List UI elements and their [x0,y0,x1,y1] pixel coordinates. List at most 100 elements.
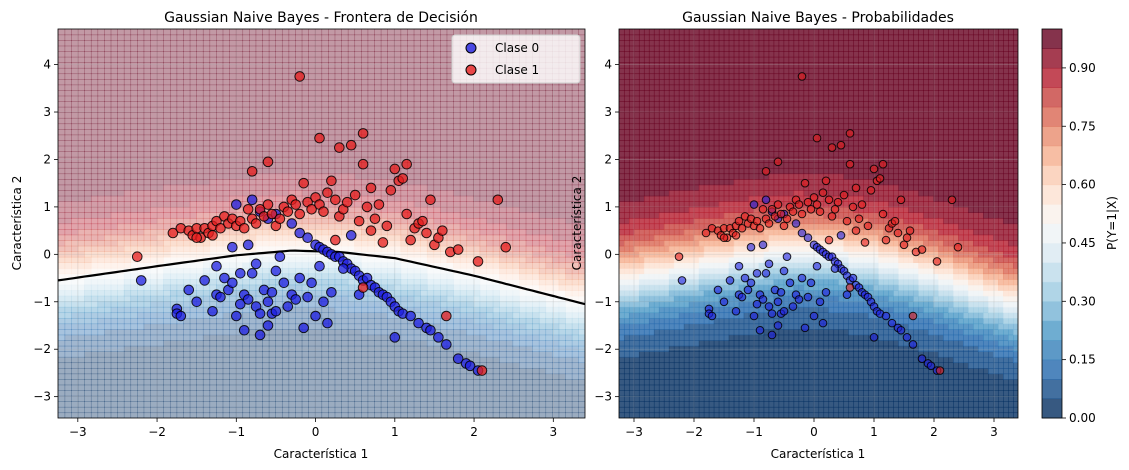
probability-cell [308,79,316,86]
probability-cell [77,140,85,147]
probability-cell [334,367,342,375]
probability-cell [255,67,263,75]
probability-cell [163,151,171,158]
probability-cell [295,340,303,347]
probability-cell [433,56,441,63]
probability-cell [183,373,191,380]
probability-cell [189,84,197,91]
probability-cell [400,112,408,119]
probability-cell [433,406,441,414]
probability-cell [209,140,217,147]
probability-cell [143,51,151,58]
probability-cell [137,173,145,180]
probability-cell [249,412,257,418]
probability-cell [367,301,375,308]
probability-cell [97,140,105,147]
probability-cell [130,151,138,158]
probability-cell [229,351,237,358]
probability-cell [308,217,316,225]
probability-cell [71,256,79,263]
probability-cell [163,190,171,197]
probability-cell [301,406,309,414]
probability-cell [71,134,79,141]
probability-cell [71,390,79,397]
probability-cell [361,329,369,336]
probability-cell [367,329,375,336]
probability-cell [249,134,257,141]
probability-cell [71,95,79,102]
probability-cell [367,179,375,186]
probability-cell [104,140,112,147]
probability-cell [288,79,296,86]
probability-cell [249,373,257,380]
probability-cell [413,179,421,186]
probability-cell [453,367,461,375]
probability-cell [341,129,349,136]
probability-cell [473,217,481,225]
probability-cell [117,162,125,169]
probability-cell [407,151,415,158]
probability-cell [209,245,217,252]
probability-cell [209,295,217,302]
probability-cell [58,256,66,263]
probability-cell [64,151,72,158]
probability-cell [407,201,415,208]
probability-cell [209,151,217,158]
probability-cell [281,129,290,136]
probability-cell [512,212,520,219]
probability-cell [64,329,72,336]
probability-cell [176,384,184,391]
probability-cell [229,51,237,58]
probability-cell [176,195,184,202]
probability-cell [150,273,158,280]
probability-cell [268,273,276,280]
probability-cell [295,267,303,275]
probability-cell [137,317,145,325]
probability-cell [281,234,290,241]
probability-cell [58,45,66,52]
probability-cell [479,317,487,325]
probability-cell [242,262,250,269]
probability-cell [321,79,329,86]
probability-cell [262,90,270,97]
probability-cell [466,173,474,180]
probability-cell [268,279,276,286]
probability-cell [473,234,481,241]
probability-cell [361,62,369,69]
probability-cell [58,201,66,208]
probability-cell [143,329,151,336]
probability-cell [235,34,244,41]
probability-cell [137,267,145,275]
probability-cell [222,229,230,236]
probability-cell [308,190,316,197]
probability-cell [117,323,125,330]
probability-cell [334,184,342,191]
probability-cell [189,106,197,113]
probability-cell [295,334,303,341]
probability-cell [413,401,421,408]
probability-cell [150,251,158,258]
probability-cell [143,223,151,230]
probability-cell [117,34,125,41]
probability-cell [176,367,184,375]
probability-cell [209,412,217,418]
probability-cell [156,195,164,202]
probability-cell [110,56,118,63]
probability-cell [413,90,421,97]
probability-cell [361,406,369,414]
probability-cell [308,401,316,408]
probability-cell [288,273,296,280]
probability-cell [176,162,184,169]
probability-cell [196,117,204,125]
probability-cell [486,329,494,336]
probability-cell [242,173,250,180]
probability-cell [104,67,112,75]
probability-cell [110,95,118,102]
probability-cell [242,384,250,391]
probability-cell [150,173,158,180]
probability-cell [123,184,132,191]
probability-cell [301,40,309,47]
probability-cell [229,184,237,191]
probability-cell [216,401,224,408]
probability-cell [275,262,283,269]
